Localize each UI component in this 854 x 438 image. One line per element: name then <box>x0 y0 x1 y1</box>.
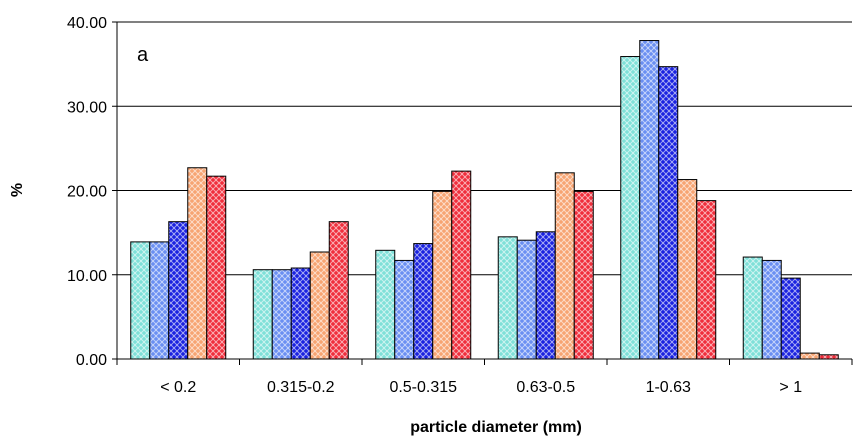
bar <box>620 56 641 360</box>
bar <box>149 241 170 360</box>
axes: 0.00 10.00 20.00 30.00 40.00 < 0.2 0.315-0.2 0.… <box>67 15 853 396</box>
bar <box>780 277 801 360</box>
bar <box>799 352 820 360</box>
bar <box>516 239 537 360</box>
y-axis-title: % <box>9 183 26 197</box>
y-tick-label: 20.00 <box>67 184 107 201</box>
bar <box>328 221 349 360</box>
bar <box>639 40 660 360</box>
bars <box>130 40 839 360</box>
bar <box>206 175 227 360</box>
x-tick-label: < 0.2 <box>160 379 196 396</box>
gridlines <box>117 21 852 276</box>
x-tick-label: 0.63-0.5 <box>516 379 575 396</box>
bar <box>432 190 453 360</box>
bar <box>573 190 594 360</box>
x-axis-title: particle diameter (mm) <box>410 419 582 436</box>
y-tick-label: 0.00 <box>76 352 107 369</box>
y-tick-label: 10.00 <box>67 268 107 285</box>
bar <box>168 221 189 360</box>
bar <box>130 241 151 360</box>
bar <box>252 269 273 360</box>
bar <box>742 256 763 360</box>
bar <box>658 66 679 360</box>
bar <box>394 259 415 360</box>
bar <box>375 249 396 360</box>
y-tick-label: 30.00 <box>67 99 107 116</box>
bar <box>271 269 292 360</box>
bar <box>554 172 575 360</box>
x-tick-label: 0.5-0.315 <box>389 379 457 396</box>
x-tick-label: > 1 <box>779 379 802 396</box>
bar <box>761 259 782 360</box>
bar <box>497 236 518 360</box>
bar <box>535 231 556 360</box>
bar <box>677 179 698 360</box>
x-tick-label: 1-0.63 <box>646 379 691 396</box>
bar <box>451 170 472 360</box>
bar <box>290 267 311 360</box>
bar <box>413 243 434 360</box>
y-tick-label: 40.00 <box>67 15 107 32</box>
bar <box>818 354 839 360</box>
bar <box>696 200 717 360</box>
bar <box>187 167 208 360</box>
panel-label: a <box>137 44 149 66</box>
x-tick-label: 0.315-0.2 <box>267 379 335 396</box>
bar <box>309 251 330 360</box>
